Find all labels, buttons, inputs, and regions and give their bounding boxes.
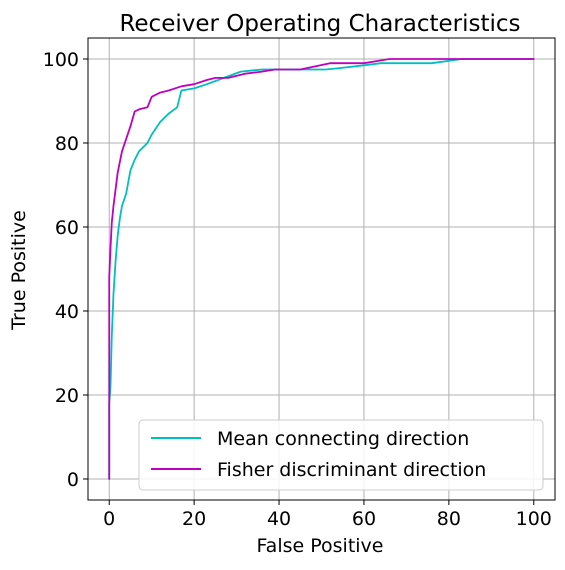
ticks: 0 20 40 60 80 100 0 20 40 60 80 100	[43, 49, 552, 530]
x-axis-label: False Positive	[257, 535, 384, 557]
y-tick-label: 60	[55, 217, 79, 239]
y-tick-label: 100	[43, 49, 79, 71]
y-tick-label: 0	[67, 469, 79, 491]
legend-label: Mean connecting direction	[217, 428, 469, 450]
series-line-fisher-discriminant-direction	[108, 58, 535, 480]
grid	[88, 38, 555, 500]
x-tick-label: 60	[352, 508, 376, 530]
x-tick-label: 20	[182, 508, 206, 530]
plot-frame	[87, 37, 556, 501]
y-tick-label: 20	[55, 385, 79, 407]
series-line-mean-connecting-direction	[108, 58, 535, 480]
x-tick-label: 80	[437, 508, 461, 530]
legend-box	[138, 419, 544, 491]
y-tick-label: 40	[55, 301, 79, 323]
series-layer	[108, 58, 535, 480]
legend-label: Fisher discriminant direction	[217, 459, 486, 481]
y-axis-label: True Positive	[8, 210, 30, 331]
y-tick-label: 80	[55, 133, 79, 155]
x-tick-label: 100	[516, 508, 552, 530]
legend: Mean connecting direction Fisher discrimi…	[138, 419, 544, 491]
x-tick-label: 40	[267, 508, 291, 530]
chart-title: Receiver Operating Characteristics	[119, 11, 520, 37]
x-tick-label: 0	[103, 508, 115, 530]
